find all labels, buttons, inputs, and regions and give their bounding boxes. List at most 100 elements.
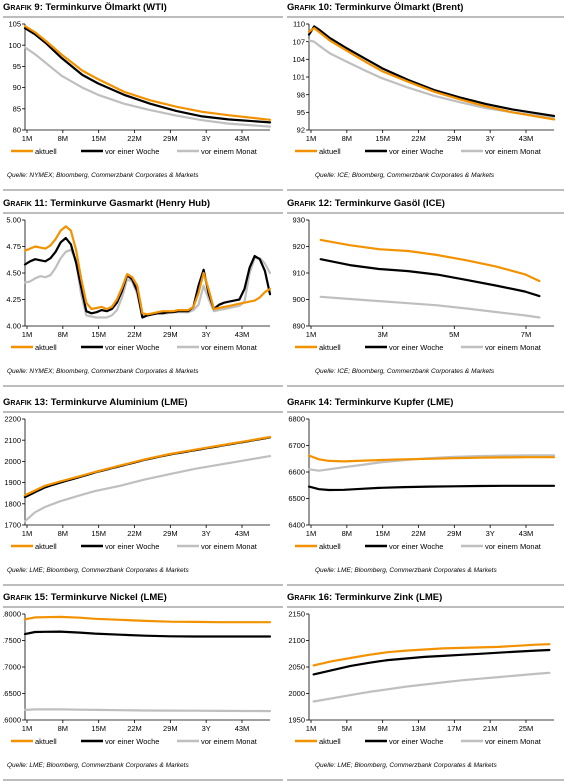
y-tick-label: 1800 xyxy=(4,499,21,508)
series-line-aktuell xyxy=(23,435,272,497)
x-tick-label: 22M xyxy=(127,330,142,339)
chart-title-text: Terminkurve Ölmarkt (Brent) xyxy=(334,2,464,13)
x-tick-label: 21M xyxy=(483,724,498,733)
source-note: Quelle: LME; Bloomberg, Commerzbank Corp… xyxy=(7,762,189,769)
legend-label: aktuell xyxy=(35,147,57,156)
bottom-divider xyxy=(3,779,283,781)
chart-title-text: Terminkurve Aluminium (LME) xyxy=(50,397,188,408)
x-tick-label: 1M xyxy=(306,330,316,339)
legend-label: vor einem Monat xyxy=(485,147,542,156)
x-tick-label: 29M xyxy=(447,529,462,538)
legend-label: aktuell xyxy=(319,343,341,352)
y-tick-label: 107 xyxy=(292,37,305,46)
chart-title-text: Terminkurve Ölmarkt (WTI) xyxy=(45,2,167,13)
x-tick-label: 43M xyxy=(235,330,250,339)
chart-panel-g16: Grafik 16: Terminkurve Zink (LME) 1950 200… xyxy=(287,592,564,782)
legend-label: vor einem Monat xyxy=(201,737,258,746)
chart-title: Grafik 12: Terminkurve Gasöl (ICE) xyxy=(287,198,445,209)
x-tick-label: 29M xyxy=(163,724,178,733)
chart-title: Grafik 13: Terminkurve Aluminium (LME) xyxy=(3,397,188,408)
x-tick-label: 3Y xyxy=(486,529,495,538)
y-tick-label: 6400 xyxy=(288,521,305,530)
y-tick-label: 2100 xyxy=(4,436,21,445)
series-line-woche xyxy=(307,25,556,118)
chart-panel-g13: Grafik 13: Terminkurve Aluminium (LME) 17… xyxy=(3,397,283,587)
x-tick-label: 8M xyxy=(342,134,352,143)
title-divider xyxy=(287,606,564,608)
series-line-monat xyxy=(23,708,272,713)
chart-panel-g15: Grafik 15: Terminkurve Nickel (LME) 16000… xyxy=(3,592,283,782)
y-tick-label: 16500 xyxy=(3,689,21,698)
title-divider xyxy=(3,16,283,18)
source-note: Quelle: LME; Bloomberg, Commerzbank Corp… xyxy=(7,567,189,574)
y-tick-label: 2200 xyxy=(4,415,21,424)
series-line-woche xyxy=(23,27,272,124)
y-tick-label: 2150 xyxy=(288,610,305,619)
x-tick-label: 15M xyxy=(91,134,106,143)
chart-number: Grafik 12 xyxy=(287,198,329,209)
source-note: Quelle: NYMEX; Bloomberg, Commerzbank Co… xyxy=(7,172,199,179)
x-tick-label: 15M xyxy=(91,529,106,538)
x-tick-label: 1M xyxy=(306,134,316,143)
y-tick-label: 101 xyxy=(292,73,305,82)
x-tick-label: 22M xyxy=(411,529,426,538)
chart-title-text: Terminkurve Zink (LME) xyxy=(334,592,443,603)
y-tick-label: 2000 xyxy=(288,689,305,698)
y-tick-label: 4.75 xyxy=(6,242,21,251)
x-tick-label: 29M xyxy=(163,134,178,143)
legend-label: vor einer Woche xyxy=(389,343,443,352)
source-note: Quelle: ICE; Bloomberg, Commerzbank Corp… xyxy=(315,368,495,375)
y-tick-label: 95 xyxy=(297,108,305,117)
legend-label: vor einem Monat xyxy=(485,542,542,551)
title-divider xyxy=(3,606,283,608)
chart-number: Grafik 13 xyxy=(3,397,45,408)
y-tick-label: 2000 xyxy=(4,457,21,466)
title-divider xyxy=(3,212,283,214)
x-tick-label: 1M xyxy=(22,724,32,733)
legend-label: aktuell xyxy=(35,737,57,746)
bottom-divider xyxy=(287,189,564,191)
chart-title: Grafik 11: Terminkurve Gasmarkt (Henry H… xyxy=(3,198,211,209)
legend-label: vor einer Woche xyxy=(105,737,159,746)
legend-label: aktuell xyxy=(35,542,57,551)
y-tick-label: 18000 xyxy=(3,610,21,619)
chart-title: Grafik 10: Terminkurve Ölmarkt (Brent) xyxy=(287,2,464,13)
x-tick-label: 5M xyxy=(449,330,459,339)
chart-svg: 1700 1800 1900 2000 2100 2200 1M 8M 15M 22M 29M 3Y 4… xyxy=(4,415,272,551)
y-tick-label: 17000 xyxy=(3,663,21,672)
chart-panel-g14: Grafik 14: Terminkurve Kupfer (LME) 6400 6… xyxy=(287,397,564,587)
chart-svg: 16000 16500 17000 17500 18000 1M 8M 15M 22M 29M 3Y… xyxy=(3,610,272,746)
y-tick-label: 900 xyxy=(292,295,305,304)
legend-label: vor einer Woche xyxy=(105,147,159,156)
chart-title-text: Terminkurve Gasmarkt (Henry Hub) xyxy=(50,198,211,209)
x-tick-label: 8M xyxy=(58,330,68,339)
x-tick-label: 5M xyxy=(342,724,352,733)
x-tick-label: 3Y xyxy=(486,134,495,143)
x-tick-label: 8M xyxy=(342,529,352,538)
y-tick-label: 105 xyxy=(8,20,21,29)
y-tick-label: 85 xyxy=(13,104,21,113)
series-line-woche-dash xyxy=(23,436,272,499)
x-tick-label: 8M xyxy=(58,529,68,538)
bottom-divider xyxy=(3,189,283,191)
y-tick-label: 100 xyxy=(8,41,21,50)
y-tick-label: 930 xyxy=(292,216,305,225)
x-tick-label: 43M xyxy=(235,134,250,143)
chart-number: Grafik 15 xyxy=(3,592,45,603)
chart-panel-g10: Grafik 10: Terminkurve Ölmarkt (Brent) 92… xyxy=(287,2,564,192)
x-tick-label: 3M xyxy=(377,330,387,339)
x-tick-label: 13M xyxy=(411,724,426,733)
x-tick-label: 7M xyxy=(521,330,531,339)
bottom-divider xyxy=(3,584,283,586)
series-line-woche xyxy=(307,484,556,492)
series-line-aktuell xyxy=(307,454,556,463)
bottom-divider xyxy=(287,584,564,586)
legend-label: vor einer Woche xyxy=(105,343,159,352)
chart-svg: 890 900 910 920 930 1M 3M 5M 7M aktuell vor einer … xyxy=(292,216,554,352)
chart-number: Grafik 10 xyxy=(287,2,329,13)
x-tick-label: 17M xyxy=(447,724,462,733)
series-line-aktuell xyxy=(23,225,272,316)
x-tick-label: 43M xyxy=(235,724,250,733)
chart-title: Grafik 15: Terminkurve Nickel (LME) xyxy=(3,592,167,603)
legend-label: vor einer Woche xyxy=(389,737,443,746)
